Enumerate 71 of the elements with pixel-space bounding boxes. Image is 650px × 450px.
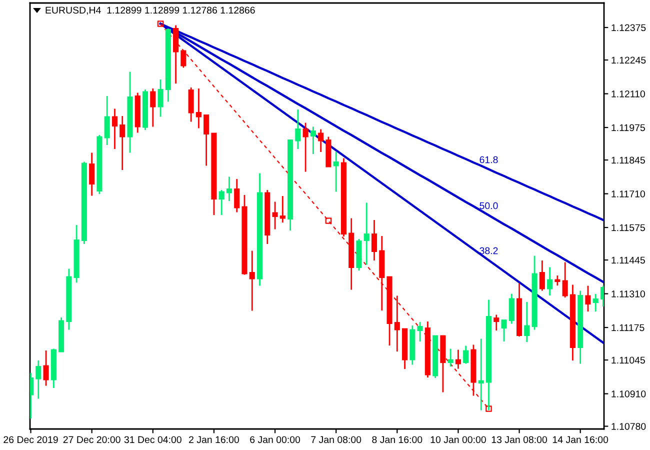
- candlestick: [196, 88, 202, 129]
- y-tick-label: 1.12245: [612, 56, 646, 64]
- candlestick: [158, 78, 164, 118]
- x-tick-label: 26 Dec 2019: [4, 436, 58, 444]
- candlestick: [547, 266, 553, 296]
- candlestick: [318, 128, 324, 153]
- candlestick: [234, 178, 240, 213]
- candlestick: [562, 262, 568, 298]
- candlestick: [272, 201, 278, 230]
- y-tick-label: 1.11445: [612, 256, 645, 264]
- candlestick: [249, 250, 255, 312]
- candlestick: [295, 108, 301, 150]
- candlestick: [280, 195, 286, 224]
- y-tick-label: 1.10910: [612, 390, 646, 398]
- candlestick: [188, 86, 194, 122]
- candlestick: [539, 260, 545, 292]
- candlestick: [585, 285, 591, 312]
- candlestick: [226, 176, 232, 202]
- chart-title: EURUSD,H4 1.12899 1.12899 1.12786 1.12866: [46, 6, 255, 15]
- y-tick-label: 1.11710: [612, 190, 645, 198]
- y-tick-label: 1.12375: [612, 24, 646, 32]
- x-tick-label: 2 Jan 16:00: [189, 436, 239, 444]
- candlestick: [333, 151, 339, 192]
- x-tick-label: 8 Jan 16:00: [372, 436, 422, 444]
- candlestick: [494, 314, 500, 332]
- x-tick-label: 6 Jan 00:00: [250, 436, 300, 444]
- x-tick-label: 27 Dec 20:00: [63, 436, 120, 444]
- y-tick-label: 1.11845: [612, 156, 645, 164]
- candlestick: [218, 189, 224, 216]
- y-tick-label: 1.10780: [612, 422, 646, 430]
- candlestick: [120, 115, 126, 171]
- y-tick-label: 1.11175: [612, 324, 644, 332]
- y-tick-label: 1.11575: [612, 224, 645, 232]
- candlestick: [302, 122, 308, 172]
- candlestick: [508, 293, 514, 324]
- candlestick: [448, 348, 454, 368]
- x-tick-label: 7 Jan 08:00: [311, 436, 362, 444]
- series-label: 61.8: [480, 156, 498, 164]
- series-label: 38.2: [480, 247, 498, 254]
- candlestick: [417, 321, 423, 342]
- candlestick: [310, 126, 316, 155]
- candlestick: [501, 319, 507, 342]
- point: [157, 20, 164, 27]
- x-tick-label: 31 Dec 04:00: [124, 436, 182, 444]
- candlestick: [104, 95, 110, 146]
- candlestick: [204, 114, 210, 166]
- x-tick-label: 14 Jan 16:00: [552, 436, 608, 444]
- candlestick: [89, 152, 95, 196]
- y-tick-label: 1.11975: [612, 124, 645, 132]
- x-tick-label: 10 Jan 00:00: [430, 436, 486, 444]
- candlestick: [150, 88, 156, 128]
- candlestick: [463, 345, 469, 364]
- candlestick: [554, 274, 560, 286]
- series-label: 50.0: [480, 202, 498, 210]
- candlestick: [371, 219, 378, 262]
- point: [325, 218, 332, 224]
- y-tick-label: 1.11045: [612, 356, 645, 364]
- candlestick: [180, 50, 186, 68]
- candlestick: [524, 301, 530, 343]
- candlestick: [112, 108, 118, 150]
- candlestick: [364, 202, 370, 266]
- x-tick-label: 13 Jan 08:00: [492, 436, 548, 444]
- y-tick-label: 1.12110: [612, 90, 645, 98]
- point: [486, 406, 492, 412]
- candlestick: [592, 293, 598, 312]
- candlestick: [36, 360, 42, 400]
- candlestick: [394, 295, 400, 352]
- y-tick-label: 1.11310: [612, 290, 645, 298]
- candlestick: [43, 350, 49, 386]
- candlestick: [455, 349, 461, 370]
- candlestick: [478, 338, 484, 411]
